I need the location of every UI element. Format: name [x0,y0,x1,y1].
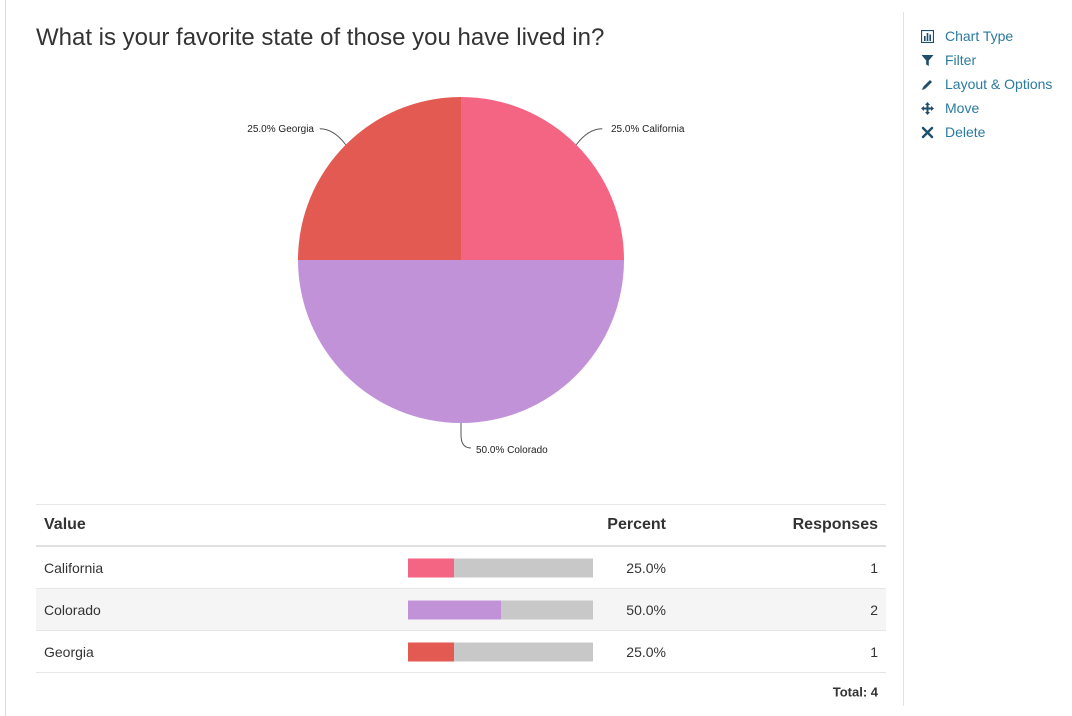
pie-leader-line [460,423,472,449]
header-percent: Percent [607,516,666,533]
percent-bar-fill [408,642,455,661]
report-panel: What is your favorite state of those you… [36,24,886,711]
percent-bar [408,642,593,661]
delete-button[interactable]: Delete [920,120,1052,144]
filter-button[interactable]: Filter [920,48,1052,72]
chart-type-button[interactable]: Chart Type [920,24,1052,48]
row-percent: 50.0% [626,601,666,618]
pie-label-colorado: 50.0% Colorado [476,445,548,456]
row-value: Colorado [44,601,101,618]
pie-label-california: 25.0% California [611,124,685,135]
row-responses: 1 [870,643,878,660]
row-percent: 25.0% [626,643,666,660]
table-row: Colorado 50.0% 2 [36,589,886,631]
total-responses: Total: 4 [832,684,878,700]
pie-leader-line [575,128,603,146]
layout-options-label: Layout & Options [945,76,1053,92]
question-title: What is your favorite state of those you… [36,24,605,51]
move-label: Move [945,100,980,116]
table-row: Georgia 25.0% 1 [36,631,886,673]
sidebar-divider [903,12,904,706]
layout-options-button[interactable]: Layout & Options [920,72,1052,96]
pencil-icon [920,77,934,91]
percent-bar-fill [408,558,455,577]
move-icon [920,101,934,115]
chart-type-label: Chart Type [945,28,1014,44]
row-responses: 2 [870,601,878,618]
bar-chart-icon [920,29,934,43]
percent-bar [408,558,593,577]
row-percent: 25.0% [626,559,666,576]
header-responses: Responses [792,516,878,533]
table-header: Value Percent Responses [36,504,886,547]
table-row: California 25.0% 1 [36,547,886,589]
percent-bar-fill [408,600,501,619]
results-table: Value Percent Responses California 25.0%… [36,504,886,711]
pie-slice-colorado [298,260,624,423]
pie-label-georgia: 25.0% Georgia [247,124,314,135]
pie-leader-line [319,128,347,146]
filter-label: Filter [945,52,977,68]
pie-slice-california [461,97,624,260]
move-button[interactable]: Move [920,96,1052,120]
chart-actions-menu: Chart Type Filter Layout & Options Move … [920,24,1052,144]
delete-label: Delete [945,124,986,140]
close-icon [920,125,934,139]
total-row: Total: 4 [36,673,886,711]
pie-slice-georgia [298,97,461,260]
percent-bar [408,600,593,619]
header-value: Value [44,516,86,533]
row-value: Georgia [44,643,94,660]
row-responses: 1 [870,559,878,576]
pie-chart: 25.0% California 50.0% Colorado 25.0% Geor… [247,97,685,456]
row-value: California [44,559,104,576]
left-border [5,0,6,716]
filter-icon [920,53,934,67]
